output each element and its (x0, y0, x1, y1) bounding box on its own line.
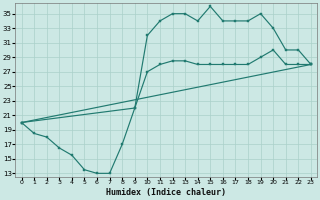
X-axis label: Humidex (Indice chaleur): Humidex (Indice chaleur) (106, 188, 226, 197)
